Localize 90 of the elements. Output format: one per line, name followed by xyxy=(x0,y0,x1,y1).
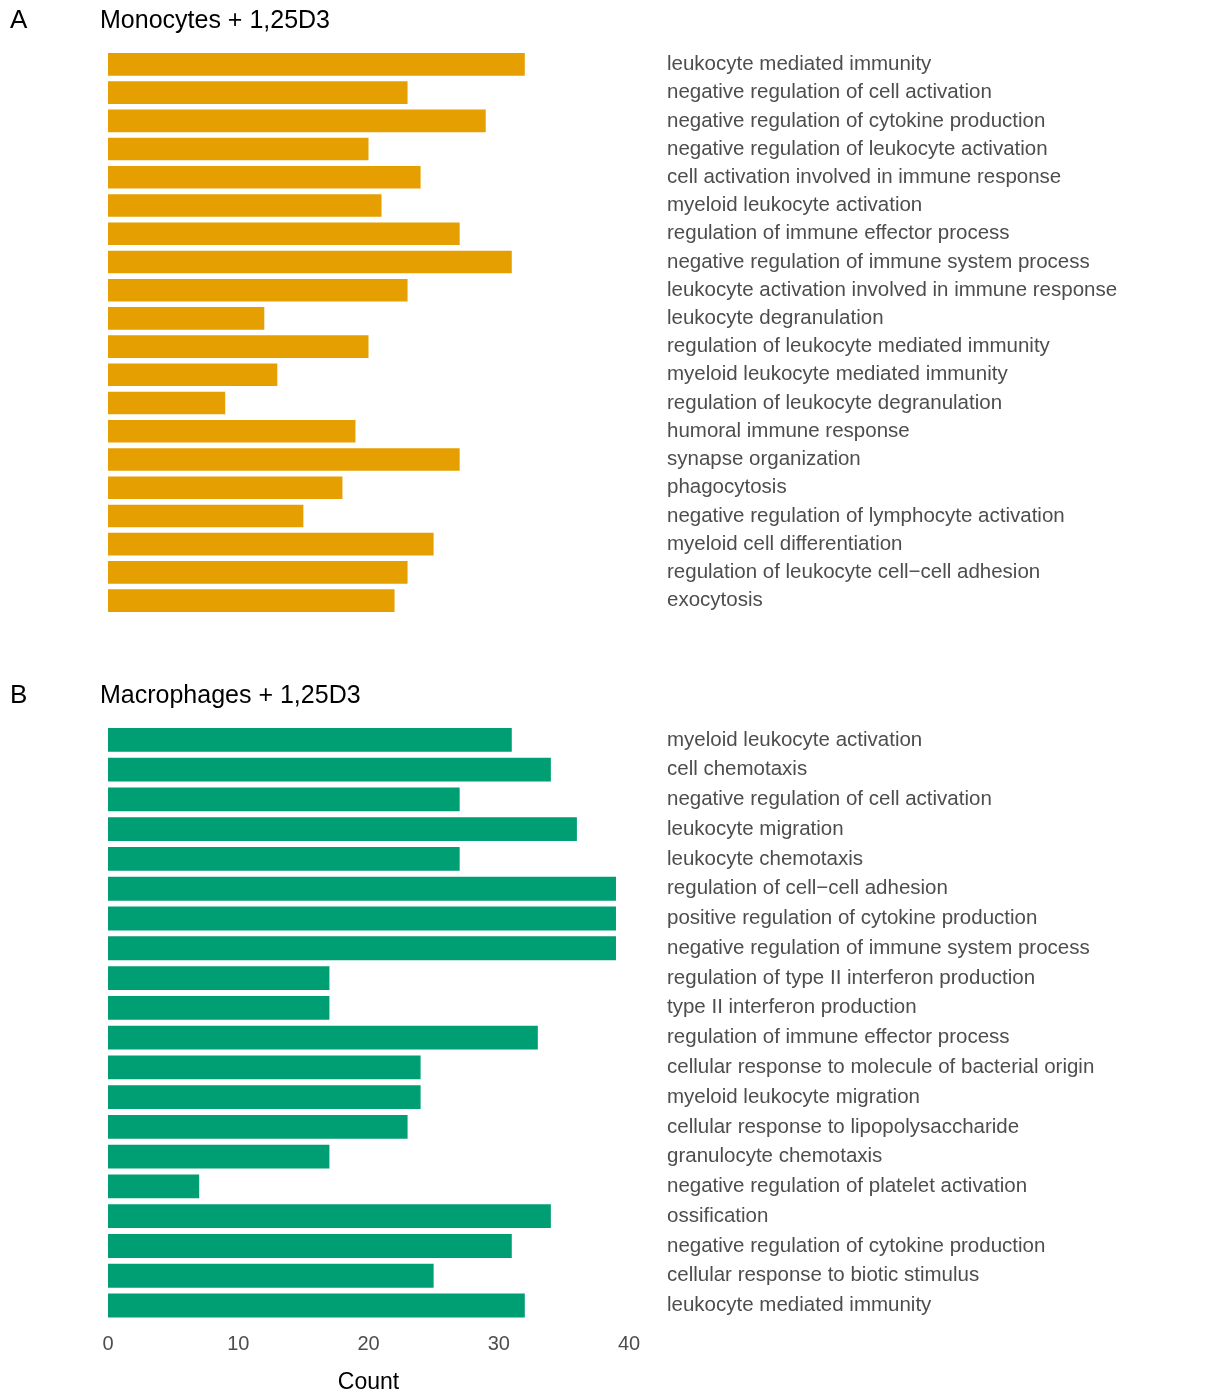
y-tick-label: negative regulation of immune system process xyxy=(667,248,1090,272)
x-tick-label: 30 xyxy=(487,1331,510,1354)
bar xyxy=(108,906,616,931)
bar xyxy=(108,391,226,415)
text: B xyxy=(10,679,28,710)
y-tick-label: leukocyte mediated immunity xyxy=(667,51,933,75)
bar xyxy=(108,250,512,274)
chart-title: Monocytes + 1,25D3 xyxy=(100,4,330,33)
y-tick-label: positive regulation of cytokine production xyxy=(667,905,1038,929)
bar xyxy=(108,1204,551,1229)
bar xyxy=(108,81,408,104)
bar xyxy=(108,1263,434,1288)
bar xyxy=(108,166,421,189)
y-tick-label: cell activation involved in immune response xyxy=(667,163,1062,187)
y-tick-label: negative regulation of cell activation xyxy=(667,79,992,103)
bar xyxy=(108,363,278,387)
y-tick-label: regulation of leukocyte mediated immunity xyxy=(667,333,1051,357)
chart-title: Macrophages + 1,25D3 xyxy=(100,679,361,708)
bar xyxy=(108,1293,525,1318)
bar xyxy=(108,1144,330,1169)
bar xyxy=(108,419,356,443)
y-tick-label: leukocyte activation involved in immune response xyxy=(667,276,1118,300)
bar xyxy=(108,278,408,302)
y-tick-label: cellular response to molecule of bacterial origin xyxy=(667,1054,1095,1078)
x-tick-label: 20 xyxy=(357,1331,380,1354)
bar xyxy=(108,504,304,528)
x-tick-label: 10 xyxy=(227,1331,250,1354)
bar xyxy=(108,936,616,961)
bar xyxy=(108,966,330,990)
bar xyxy=(108,1025,538,1050)
bar xyxy=(108,476,343,499)
y-tick-label: myeloid leukocyte mediated immunity xyxy=(667,361,1009,385)
y-tick-label: myeloid leukocyte activation xyxy=(667,726,923,750)
y-tick-label: myeloid leukocyte activation xyxy=(667,192,923,216)
y-tick-label: regulation of cell−cell adhesion xyxy=(667,875,948,899)
bar xyxy=(108,787,460,812)
bar xyxy=(108,1085,421,1110)
y-tick-label: negative regulation of immune system process xyxy=(667,934,1090,958)
bar xyxy=(108,817,577,842)
y-tick-label: myeloid leukocyte migration xyxy=(667,1083,920,1107)
y-tick-label: negative regulation of leukocyte activation xyxy=(667,135,1048,159)
bar xyxy=(108,194,382,217)
y-tick-label: cellular response to lipopolysaccharide xyxy=(667,1113,1020,1137)
y-tick-label: negative regulation of cell activation xyxy=(667,786,992,810)
y-tick-label: negative regulation of cytokine production xyxy=(667,107,1046,131)
y-tick-label: granulocyte chemotaxis xyxy=(667,1143,883,1167)
bar xyxy=(108,137,369,161)
x-tick-label: 0 xyxy=(102,1331,114,1354)
y-tick-label: regulation of leukocyte cell−cell adhesion xyxy=(667,559,1041,583)
bar xyxy=(108,876,616,901)
bar xyxy=(108,589,395,612)
y-tick-label: ossification xyxy=(667,1202,769,1226)
y-tick-label: negative regulation of lymphocyte activation xyxy=(667,502,1065,526)
y-tick-label: leukocyte chemotaxis xyxy=(667,845,863,869)
y-tick-label: cell chemotaxis xyxy=(667,756,808,780)
y-tick-label: synapse organization xyxy=(667,446,861,470)
bar xyxy=(108,1234,512,1258)
bar xyxy=(108,757,551,782)
y-tick-label: myeloid cell differentiation xyxy=(667,530,903,554)
bar xyxy=(108,307,265,330)
bar xyxy=(108,53,525,76)
y-tick-label: phagocytosis xyxy=(667,474,787,498)
bar xyxy=(108,109,486,133)
y-tick-label: cellular response to biotic stimulus xyxy=(667,1262,980,1286)
y-tick-label: regulation of leukocyte degranulation xyxy=(667,389,1003,413)
bar xyxy=(108,1114,408,1139)
y-tick-label: negative regulation of platelet activation xyxy=(667,1173,1028,1197)
bar xyxy=(108,1055,421,1080)
bar xyxy=(108,532,434,556)
bar xyxy=(108,1174,200,1199)
y-tick-label: regulation of type II interferon production xyxy=(667,964,1036,988)
bar xyxy=(108,995,330,1020)
y-tick-label: exocytosis xyxy=(667,587,763,611)
bar xyxy=(108,561,408,584)
x-axis-title: Count xyxy=(337,1367,400,1394)
y-tick-label: leukocyte degranulation xyxy=(667,305,884,329)
y-tick-label: negative regulation of cytokine production xyxy=(667,1232,1046,1256)
bar xyxy=(108,222,460,246)
bar xyxy=(108,448,460,471)
x-tick-label: 40 xyxy=(617,1331,641,1354)
bar xyxy=(108,727,512,752)
bar xyxy=(108,847,460,871)
y-tick-label: leukocyte mediated immunity xyxy=(667,1292,933,1316)
text: A xyxy=(10,4,28,35)
y-tick-label: regulation of immune effector process xyxy=(667,220,1010,244)
y-tick-label: type II interferon production xyxy=(667,994,917,1018)
y-tick-label: regulation of immune effector process xyxy=(667,1024,1010,1048)
y-tick-label: humoral immune response xyxy=(667,417,910,441)
bar xyxy=(108,335,369,358)
y-tick-label: leukocyte migration xyxy=(667,815,844,839)
